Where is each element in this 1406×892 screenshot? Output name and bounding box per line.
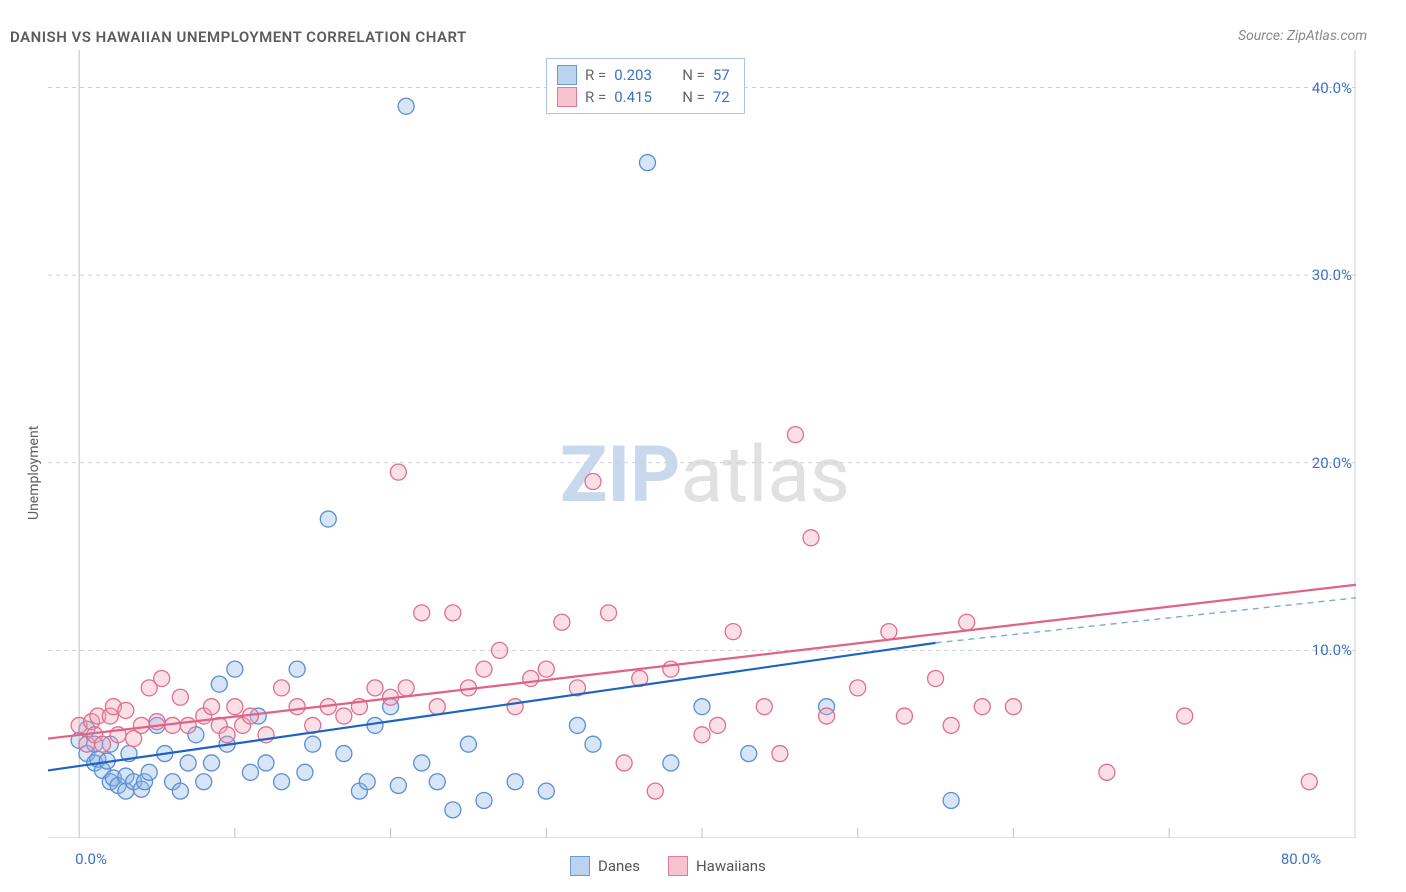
chart-container: DANISH VS HAWAIIAN UNEMPLOYMENT CORRELAT…: [0, 0, 1406, 892]
y-tick: 10.0%: [1300, 641, 1352, 659]
series-legend: Danes Hawaiians: [570, 856, 766, 876]
correlation-stats-box: R = 0.203N = 57R = 0.415N = 72: [546, 58, 745, 114]
source-label: Source: ZipAtlas.com: [1238, 28, 1367, 44]
legend-item: Danes: [570, 856, 640, 876]
series-swatch: [557, 87, 577, 107]
stats-row: R = 0.415N = 72: [557, 87, 730, 107]
legend-label: Danes: [598, 857, 640, 875]
legend-swatch: [570, 856, 590, 876]
scatter-plot: [48, 50, 1356, 838]
y-tick: 30.0%: [1300, 266, 1352, 284]
legend-item: Hawaiians: [668, 856, 766, 876]
stats-row: R = 0.203N = 57: [557, 65, 730, 85]
y-tick: 20.0%: [1300, 454, 1352, 472]
y-tick: 40.0%: [1300, 79, 1352, 97]
legend-swatch: [668, 856, 688, 876]
series-swatch: [557, 65, 577, 85]
y-axis-label: Unemployment: [26, 426, 42, 520]
x-tick: 0.0%: [75, 850, 107, 868]
chart-title: DANISH VS HAWAIIAN UNEMPLOYMENT CORRELAT…: [10, 28, 467, 46]
legend-label: Hawaiians: [696, 857, 766, 875]
x-tick: 80.0%: [1281, 850, 1321, 868]
